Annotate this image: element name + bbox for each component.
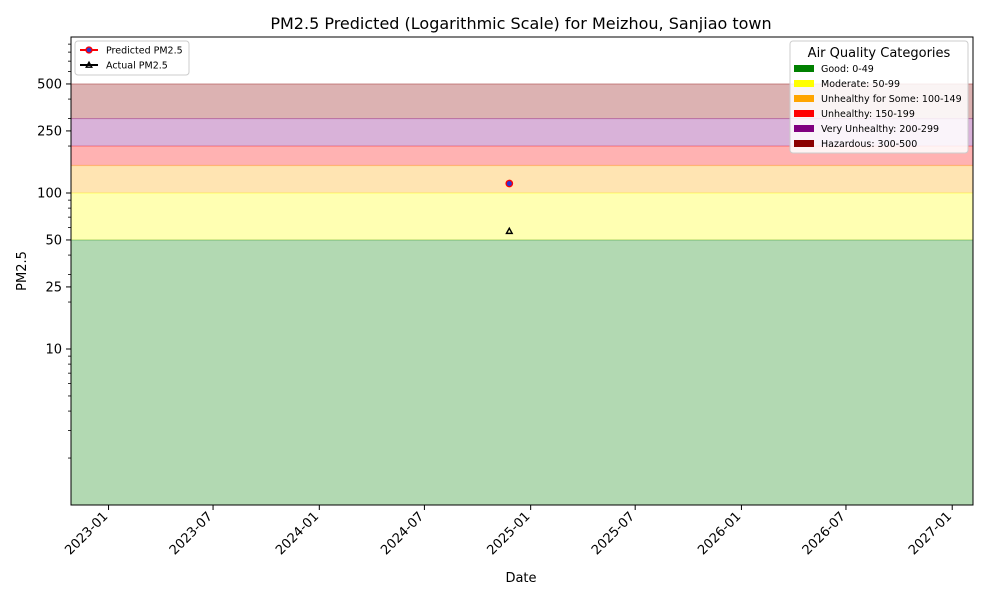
y-tick-label: 25 <box>45 280 62 295</box>
x-tick-label: 2024-07 <box>378 509 427 558</box>
x-tick-label: 2024-01 <box>273 509 322 558</box>
aqi-band-2 <box>71 165 973 193</box>
aqi-band-0 <box>71 239 973 505</box>
x-tick-label: 2027-01 <box>906 509 955 558</box>
x-axis-label: Date <box>505 571 536 586</box>
series-legend-box <box>74 40 190 76</box>
band-legend-label: Hazardous: 300-500 <box>821 139 917 150</box>
x-axis: 2023-01 2023-07 2024-01 2024-07 2025-01 2025-… <box>62 505 955 558</box>
band-legend: Air Quality Categories Good: 0-49 Moderate… <box>789 40 969 154</box>
y-tick-label: 100 <box>37 187 62 202</box>
series-legend: Predicted PM2.5 Actual PM2.5 <box>74 40 190 76</box>
x-tick-label: 2025-01 <box>484 509 533 558</box>
plot-frame <box>70 36 974 506</box>
band-swatch-1 <box>794 80 814 87</box>
band-swatch-2 <box>794 95 814 102</box>
band-legend-box <box>789 40 969 154</box>
band-swatch-5 <box>794 140 814 147</box>
x-tick-label: 2026-07 <box>800 509 849 558</box>
y-tick-label: 10 <box>45 343 62 358</box>
band-swatch-0 <box>794 65 814 72</box>
legend-marker-1 <box>85 60 93 68</box>
aqi-band-1 <box>71 193 973 240</box>
band-legend-label: Moderate: 50-99 <box>821 79 900 90</box>
x-tick-label: 2025-07 <box>589 509 638 558</box>
band-legend-label: Unhealthy for Some: 100-149 <box>821 94 962 105</box>
band-legend-label: Unhealthy: 150-199 <box>821 109 915 120</box>
series-legend-label: Actual PM2.5 <box>106 61 168 72</box>
band-swatch-3 <box>794 110 814 117</box>
band-legend-title: Air Quality Categories <box>808 46 951 61</box>
y-axis-label: PM2.5 <box>15 251 30 291</box>
actual-point <box>505 226 514 235</box>
x-tick-label: 2026-01 <box>695 509 744 558</box>
x-tick-label: 2023-07 <box>167 509 216 558</box>
data-markers <box>505 179 514 235</box>
predicted-point <box>505 179 514 188</box>
series-legend-label: Predicted PM2.5 <box>106 46 183 57</box>
band-swatch-4 <box>794 125 814 132</box>
chart-title: PM2.5 Predicted (Logarithmic Scale) for … <box>270 14 771 33</box>
legend-marker-0 <box>85 46 93 54</box>
y-tick-label: 50 <box>45 233 62 248</box>
y-axis: 10 25 50 100 250 500 <box>37 43 71 459</box>
y-tick-label: 250 <box>37 124 62 139</box>
x-tick-label: 2023-01 <box>62 509 111 558</box>
aqi-band-3 <box>71 146 973 166</box>
band-legend-label: Good: 0-49 <box>821 64 874 75</box>
y-tick-label: 500 <box>37 77 62 92</box>
band-legend-label: Very Unhealthy: 200-299 <box>821 124 939 135</box>
